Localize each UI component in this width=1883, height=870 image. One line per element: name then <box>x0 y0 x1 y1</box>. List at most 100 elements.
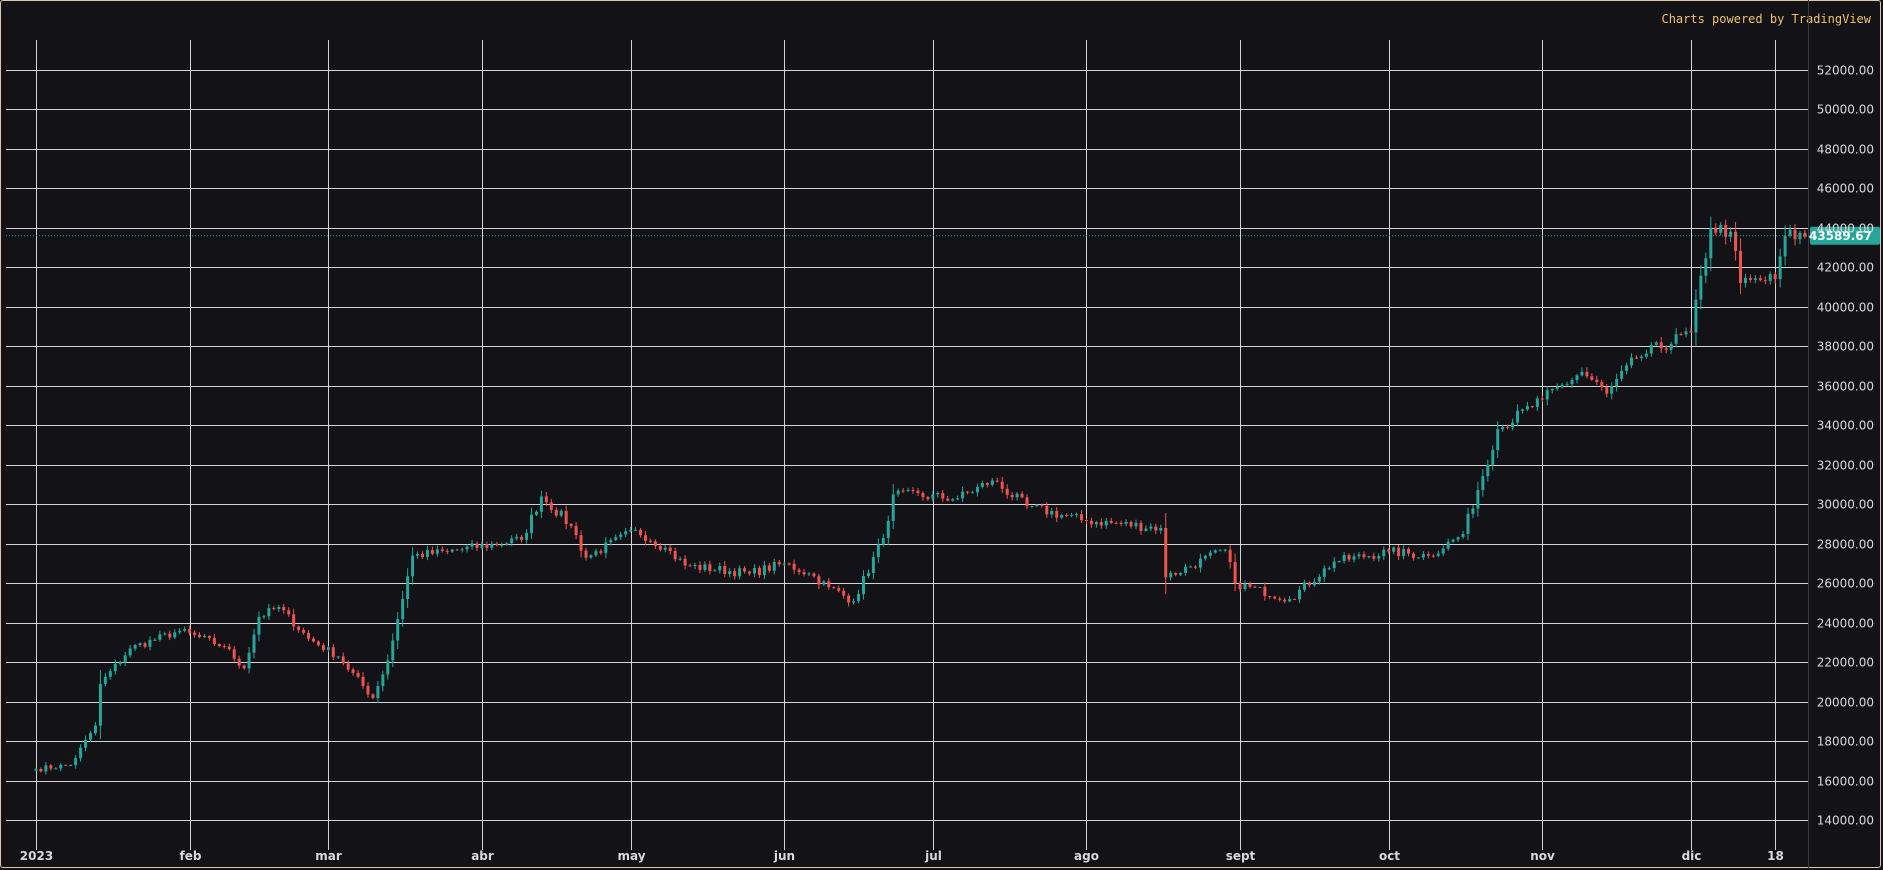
candle-body <box>847 595 851 603</box>
candle-body <box>1530 406 1534 408</box>
candle-body <box>128 648 132 656</box>
y-tick-label: 30000.00 <box>1817 498 1874 512</box>
candle-body <box>1634 357 1638 359</box>
candle-body <box>1704 258 1708 276</box>
candle-body <box>614 537 618 540</box>
current-price-label: 43589.67 <box>1809 229 1872 243</box>
candle-body <box>282 607 286 611</box>
candle-body <box>579 535 583 551</box>
candle-body <box>1441 548 1445 554</box>
candle-body <box>609 539 613 543</box>
candle-body <box>1084 520 1088 522</box>
candle-body <box>1174 572 1178 575</box>
candle-body <box>554 509 558 516</box>
candle-body <box>198 634 202 638</box>
candle-body <box>1253 586 1257 588</box>
current-price-line: 43589.67 <box>6 226 1880 245</box>
candle-body <box>1402 548 1406 557</box>
candle-body <box>1139 522 1143 531</box>
candle-body <box>1010 494 1014 498</box>
candle-body <box>827 581 831 588</box>
candle-body <box>207 636 211 638</box>
candle-body <box>1164 527 1168 578</box>
candle-body <box>1407 548 1411 554</box>
candle-body <box>1322 568 1326 577</box>
candle-body <box>1674 334 1678 344</box>
candle-body <box>639 529 643 536</box>
candle-body <box>1699 275 1703 300</box>
candle-body <box>648 540 652 542</box>
candle-body <box>1070 514 1074 516</box>
x-tick-label: 18 <box>1767 849 1784 863</box>
candle-body <box>108 671 112 677</box>
candle-body <box>346 663 350 670</box>
candle-body <box>1763 280 1767 282</box>
candle-body <box>1411 553 1415 558</box>
candle-body <box>1694 299 1698 333</box>
candle-body <box>425 549 429 558</box>
candle-body <box>569 523 573 526</box>
candle-body <box>797 569 801 573</box>
candle-body <box>411 555 415 577</box>
candle-body <box>1377 556 1381 559</box>
candle-body <box>1516 410 1520 423</box>
candle-body <box>1580 371 1584 376</box>
x-tick-label: jun <box>773 849 795 863</box>
candle-body <box>406 576 410 600</box>
y-tick-label: 46000.00 <box>1817 182 1874 196</box>
candle-body <box>629 530 633 532</box>
candle-body <box>1020 493 1024 498</box>
candle-body <box>1451 539 1455 542</box>
candle-body <box>133 645 137 649</box>
candle-body <box>391 640 395 661</box>
candle-body <box>515 536 519 539</box>
candle-body <box>1540 398 1544 400</box>
candle-body <box>1124 521 1128 524</box>
candle-body <box>321 645 325 650</box>
candle-body <box>336 656 340 658</box>
candle-body <box>178 630 182 633</box>
candle-body <box>1025 497 1029 507</box>
candle-body <box>416 553 420 556</box>
candle-body <box>401 599 405 620</box>
tradingview-attribution[interactable]: Charts powered by TradingView <box>1661 12 1871 26</box>
candle-body <box>98 684 102 726</box>
candle-body <box>1739 251 1743 283</box>
candle-body <box>688 565 692 567</box>
candle-body <box>480 544 484 548</box>
candle-body <box>386 660 390 675</box>
candle-body <box>396 619 400 641</box>
candle-body <box>911 489 915 491</box>
y-axis[interactable]: 14000.00 16000.00 18000.00 20000.00 22000.00… <box>1817 64 1874 828</box>
candle-body <box>1243 583 1247 590</box>
candle-body <box>1189 566 1193 568</box>
candle-body <box>1050 511 1054 515</box>
candle-body <box>1307 582 1311 586</box>
candle-body <box>505 543 509 545</box>
x-tick-label: nov <box>1530 849 1555 863</box>
candle-body <box>1119 522 1123 524</box>
candle-body <box>757 568 761 576</box>
candle-body <box>1065 515 1069 517</box>
candle-body <box>1109 520 1113 523</box>
candle-body <box>143 643 147 647</box>
y-tick-label: 44000.00 <box>1817 222 1874 236</box>
candle-body <box>1600 382 1604 388</box>
candle-body <box>901 490 905 492</box>
candle-body <box>1268 596 1272 598</box>
candle-body <box>153 639 157 641</box>
x-axis[interactable]: 2023 feb mar abr may jun jul ago sept oct nov dic 18 <box>20 849 1784 863</box>
candle-body <box>1659 342 1663 349</box>
candle-body <box>1555 387 1559 389</box>
x-tick-label: oct <box>1379 849 1400 863</box>
candle-body <box>1446 541 1450 549</box>
current-price-badge <box>1810 226 1880 245</box>
x-tick-label: 2023 <box>20 849 53 863</box>
candle-body <box>683 558 687 566</box>
candle-body <box>1625 365 1629 371</box>
candle-body <box>777 561 781 565</box>
candle-body <box>1367 556 1371 558</box>
candle-body <box>84 739 88 748</box>
x-tick-label: sept <box>1226 849 1256 863</box>
